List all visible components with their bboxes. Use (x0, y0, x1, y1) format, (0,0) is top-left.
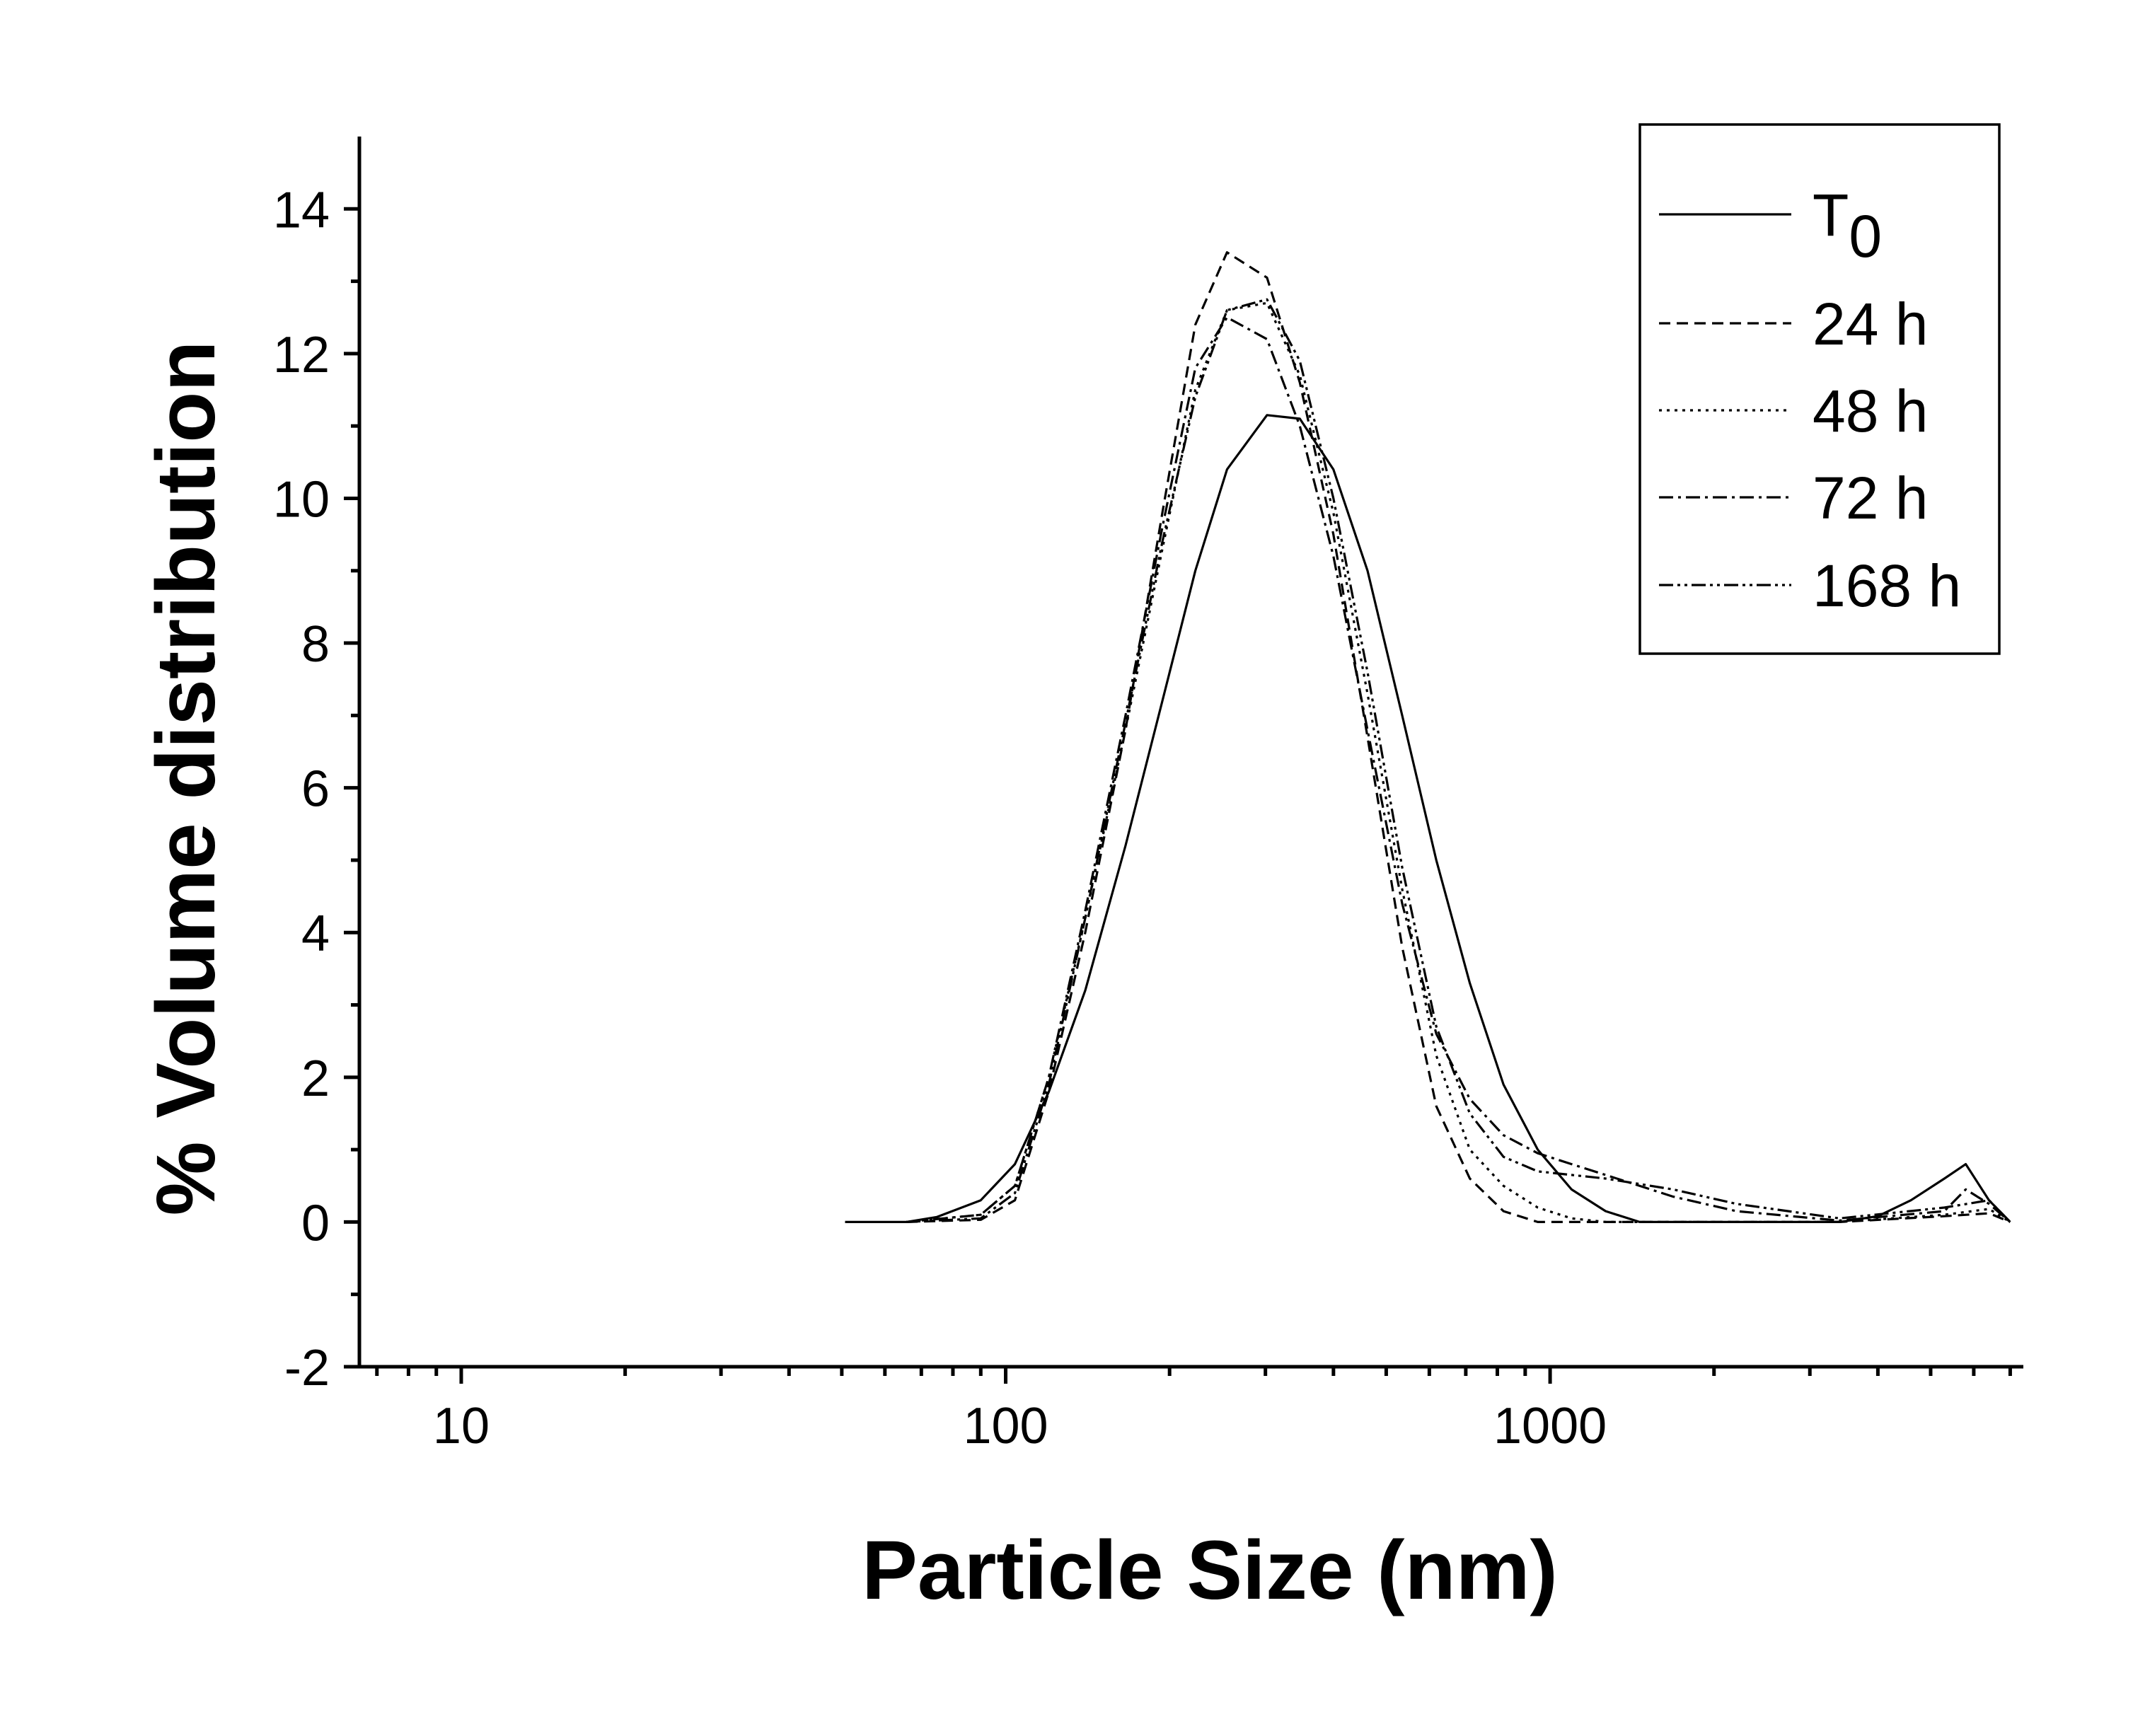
legend-label-2: 48 h (1813, 378, 1929, 444)
legend-box (1638, 123, 2001, 655)
y-tick-label: 12 (273, 327, 330, 383)
legend-label-1: 24 h (1813, 291, 1929, 357)
y-tick-label: -2 (284, 1340, 330, 1396)
x-axis-title: Particle Size (nm) (862, 1524, 1558, 1617)
y-tick-label: 14 (273, 182, 330, 238)
y-tick-label: 10 (273, 471, 330, 528)
x-tick-label: 10 (433, 1398, 490, 1454)
plot-area: -2 0 2 4 6 8 10 12 14 10 100 1000 (273, 137, 2023, 1454)
x-tick-label: 1000 (1493, 1398, 1607, 1454)
y-ticks: -2 0 2 4 6 8 10 12 14 (273, 182, 359, 1396)
y-tick-label: 8 (301, 616, 330, 673)
series-line-3 (906, 316, 2011, 1223)
legend-label-3: 72 h (1813, 465, 1929, 531)
y-tick-label: 4 (301, 905, 330, 962)
y-axis-title: % Volume distribution (139, 341, 233, 1216)
y-tick-label: 6 (301, 761, 330, 818)
series-group (845, 251, 2011, 1224)
x-ticks: 10 100 1000 (375, 1367, 2012, 1454)
y-tick-label: 2 (301, 1051, 330, 1107)
legend-label-subscript: 0 (1849, 203, 1882, 270)
legend-label-4: 168 h (1813, 552, 1961, 619)
y-tick-label: 0 (301, 1195, 330, 1251)
x-tick-label: 100 (963, 1398, 1048, 1454)
series-line-4 (906, 298, 2011, 1223)
